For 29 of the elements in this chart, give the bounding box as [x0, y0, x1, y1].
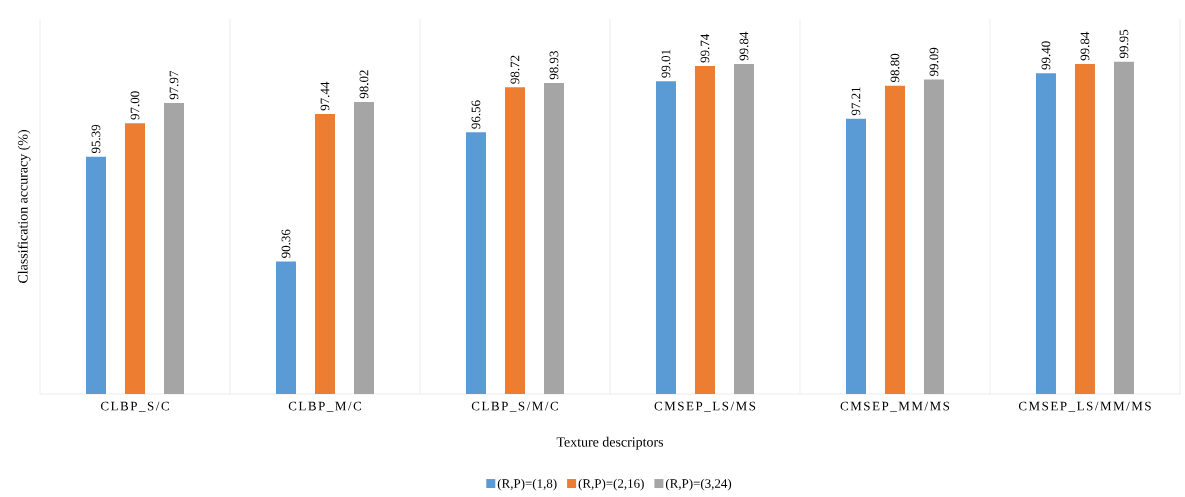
legend-label: (R,P)=(3,24): [665, 478, 732, 491]
data-label: 97.21: [851, 87, 861, 116]
data-label: 97.00: [130, 91, 140, 120]
x-tick-label: CLBP_S/M/C: [471, 401, 558, 413]
data-label: 99.40: [1041, 41, 1051, 70]
legend-label: (R,P)=(1,8): [497, 478, 557, 491]
y-axis-title: Classification accuracy (%): [17, 130, 31, 283]
x-tick-label: CLBP_M/C: [288, 401, 362, 413]
data-label: 99.01: [661, 49, 671, 78]
data-label: 98.72: [510, 55, 520, 84]
data-label: 99.74: [700, 33, 710, 63]
x-tick-label: CMSEP_MM/MS: [840, 401, 950, 413]
x-axis-title: Texture descriptors: [556, 436, 664, 450]
data-label: 98.93: [549, 51, 559, 80]
data-label: 95.39: [91, 124, 101, 154]
x-tick-label: CLBP_S/C: [100, 401, 169, 413]
data-label: 98.02: [359, 70, 369, 99]
data-label: 99.84: [1080, 31, 1090, 61]
data-label: 99.84: [739, 31, 749, 61]
legend-label: (R,P)=(2,16): [578, 478, 644, 491]
data-label: 99.95: [1119, 29, 1129, 59]
data-label: 90.36: [281, 229, 291, 258]
data-label: 97.97: [169, 70, 179, 100]
data-label: 97.44: [320, 81, 330, 111]
data-label: 96.56: [471, 100, 481, 129]
x-tick-label: CMSEP_LS/MS: [654, 401, 756, 413]
data-label: 99.09: [929, 47, 939, 76]
x-tick-label: CMSEP_LS/MM/MS: [1018, 401, 1151, 413]
data-label: 98.80: [890, 53, 900, 83]
